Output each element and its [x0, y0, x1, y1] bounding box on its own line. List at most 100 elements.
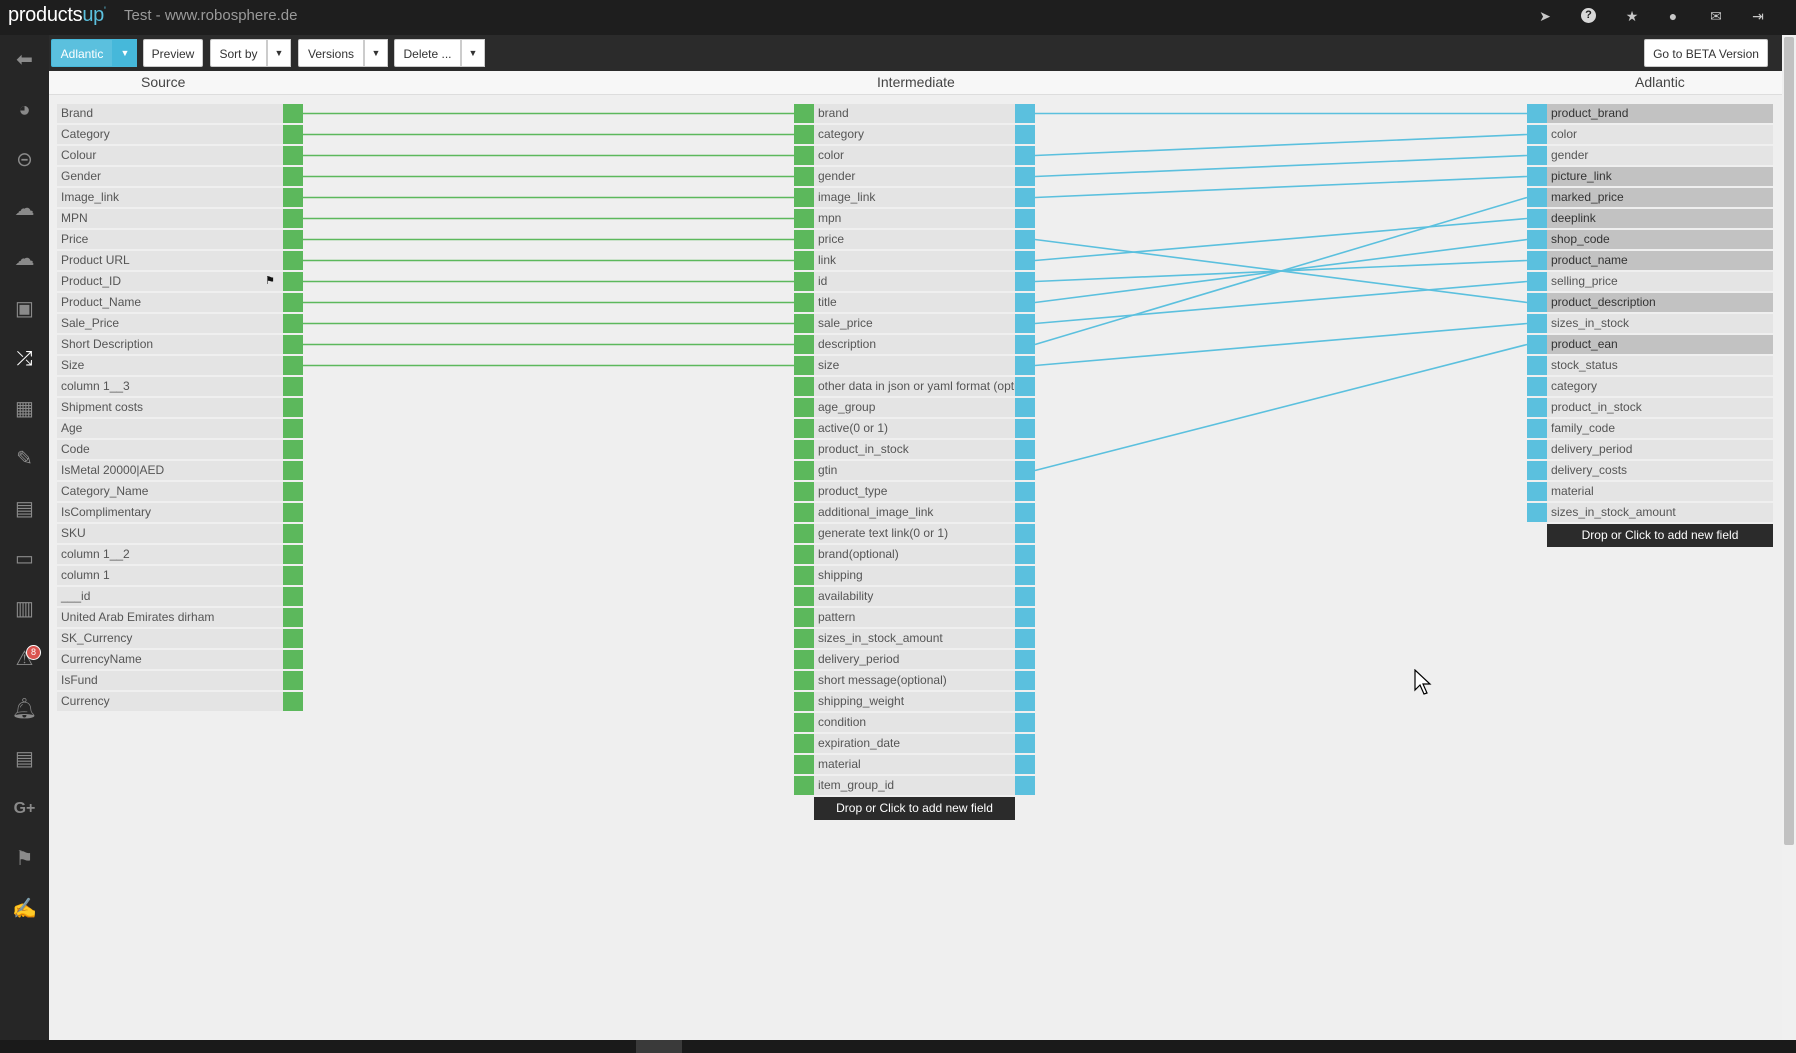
intermediate-output-connector[interactable]	[1015, 272, 1035, 291]
export-connector[interactable]	[1527, 482, 1547, 501]
edit-icon[interactable]: ✍	[12, 898, 37, 920]
intermediate-input-connector[interactable]	[794, 230, 814, 249]
source-field[interactable]: Gender	[57, 167, 283, 186]
beta-version-button[interactable]: Go to BETA Version	[1644, 39, 1768, 67]
export-field[interactable]: selling_price	[1547, 272, 1773, 291]
intermediate-input-connector[interactable]	[794, 755, 814, 774]
intermediate-field[interactable]: availability	[814, 587, 1015, 606]
source-field[interactable]: column 1__2	[57, 545, 283, 564]
delete-caret[interactable]: ▼	[461, 39, 485, 67]
pencil-icon[interactable]: ✎	[16, 448, 33, 470]
source-connector[interactable]	[283, 398, 303, 417]
source-field[interactable]: Product_Name	[57, 293, 283, 312]
intermediate-output-connector[interactable]	[1015, 566, 1035, 585]
export-field[interactable]: sizes_in_stock_amount	[1547, 503, 1773, 522]
intermediate-field[interactable]: gtin	[814, 461, 1015, 480]
export-connector[interactable]	[1527, 377, 1547, 396]
intermediate-output-connector[interactable]	[1015, 398, 1035, 417]
source-connector[interactable]	[283, 650, 303, 669]
sort-by-caret[interactable]: ▼	[267, 39, 291, 67]
source-field[interactable]: Short Description	[57, 335, 283, 354]
intermediate-output-connector[interactable]	[1015, 608, 1035, 627]
book-icon[interactable]: ▤	[15, 498, 34, 520]
intermediate-field[interactable]: age_group	[814, 398, 1015, 417]
source-field[interactable]: Sale_Price	[57, 314, 283, 333]
intermediate-field[interactable]: color	[814, 146, 1015, 165]
source-connector[interactable]	[283, 251, 303, 270]
versions-caret[interactable]: ▼	[364, 39, 388, 67]
export-connector[interactable]	[1527, 272, 1547, 291]
export-connector[interactable]	[1527, 419, 1547, 438]
intermediate-output-connector[interactable]	[1015, 503, 1035, 522]
intermediate-input-connector[interactable]	[794, 503, 814, 522]
export-field[interactable]: stock_status	[1547, 356, 1773, 375]
source-connector[interactable]	[283, 293, 303, 312]
flag-icon[interactable]: ⚑	[15, 848, 34, 870]
export-field[interactable]: product_name	[1547, 251, 1773, 270]
intermediate-output-connector[interactable]	[1015, 587, 1035, 606]
intermediate-input-connector[interactable]	[794, 293, 814, 312]
preview-button[interactable]: Preview	[143, 39, 203, 67]
intermediate-field[interactable]: pattern	[814, 608, 1015, 627]
intermediate-field[interactable]: shipping	[814, 566, 1015, 585]
bell-icon[interactable]: 🔔︎	[11, 698, 38, 720]
intermediate-input-connector[interactable]	[794, 734, 814, 753]
intermediate-output-connector[interactable]	[1015, 440, 1035, 459]
intermediate-input-connector[interactable]	[794, 776, 814, 795]
intermediate-output-connector[interactable]	[1015, 776, 1035, 795]
intermediate-field[interactable]: mpn	[814, 209, 1015, 228]
intermediate-output-connector[interactable]	[1015, 209, 1035, 228]
intermediate-output-connector[interactable]	[1015, 335, 1035, 354]
export-select-button[interactable]: Adlantic	[51, 39, 113, 67]
export-field[interactable]: category	[1547, 377, 1773, 396]
export-field[interactable]: product_ean	[1547, 335, 1773, 354]
export-connector[interactable]	[1527, 188, 1547, 207]
export-connector[interactable]	[1527, 461, 1547, 480]
warning-icon[interactable]: ⚠ 8	[0, 639, 49, 679]
source-field[interactable]: Brand	[57, 104, 283, 123]
source-field[interactable]: IsComplimentary	[57, 503, 283, 522]
intermediate-output-connector[interactable]	[1015, 545, 1035, 564]
export-field[interactable]: product_in_stock	[1547, 398, 1773, 417]
export-dropdown-caret[interactable]: ▼	[113, 39, 137, 67]
export-field[interactable]: material	[1547, 482, 1773, 501]
star-icon[interactable]: ★	[1625, 8, 1639, 24]
vertical-scrollbar[interactable]	[1782, 35, 1796, 1040]
source-connector[interactable]	[283, 461, 303, 480]
export-connector[interactable]	[1527, 335, 1547, 354]
cloud-upload-icon[interactable]: ☁	[14, 248, 35, 270]
google-plus-icon[interactable]: G+	[13, 800, 36, 817]
intermediate-input-connector[interactable]	[794, 671, 814, 690]
location-arrow-icon[interactable]: ➤	[1539, 8, 1551, 24]
export-field[interactable]: picture_link	[1547, 167, 1773, 186]
source-connector[interactable]	[283, 104, 303, 123]
intermediate-field[interactable]: generate text link(0 or 1)	[814, 524, 1015, 543]
source-connector[interactable]	[283, 167, 303, 186]
intermediate-field[interactable]: shipping_weight	[814, 692, 1015, 711]
source-field[interactable]: SKU	[57, 524, 283, 543]
intermediate-field[interactable]: short message(optional)	[814, 671, 1015, 690]
export-field[interactable]: deeplink	[1547, 209, 1773, 228]
source-field[interactable]: Size	[57, 356, 283, 375]
intermediate-field[interactable]: product_type	[814, 482, 1015, 501]
intermediate-input-connector[interactable]	[794, 692, 814, 711]
intermediate-field[interactable]: material	[814, 755, 1015, 774]
source-field[interactable]: Currency	[57, 692, 283, 711]
export-connector[interactable]	[1527, 440, 1547, 459]
export-field[interactable]: marked_price	[1547, 188, 1773, 207]
export-field[interactable]: product_description	[1547, 293, 1773, 312]
source-connector[interactable]	[283, 503, 303, 522]
source-field[interactable]: Product_ID ⚑	[57, 272, 283, 291]
source-field[interactable]: Age	[57, 419, 283, 438]
source-connector[interactable]	[283, 377, 303, 396]
source-connector[interactable]	[283, 335, 303, 354]
dataview-icon[interactable]: ▣	[15, 298, 34, 320]
intermediate-field[interactable]: brand	[814, 104, 1015, 123]
intermediate-output-connector[interactable]	[1015, 419, 1035, 438]
intermediate-field[interactable]: condition	[814, 713, 1015, 732]
intermediate-field[interactable]: expiration_date	[814, 734, 1015, 753]
source-connector[interactable]	[283, 230, 303, 249]
intermediate-input-connector[interactable]	[794, 419, 814, 438]
intermediate-input-connector[interactable]	[794, 461, 814, 480]
money-icon[interactable]: ▭	[15, 548, 34, 570]
